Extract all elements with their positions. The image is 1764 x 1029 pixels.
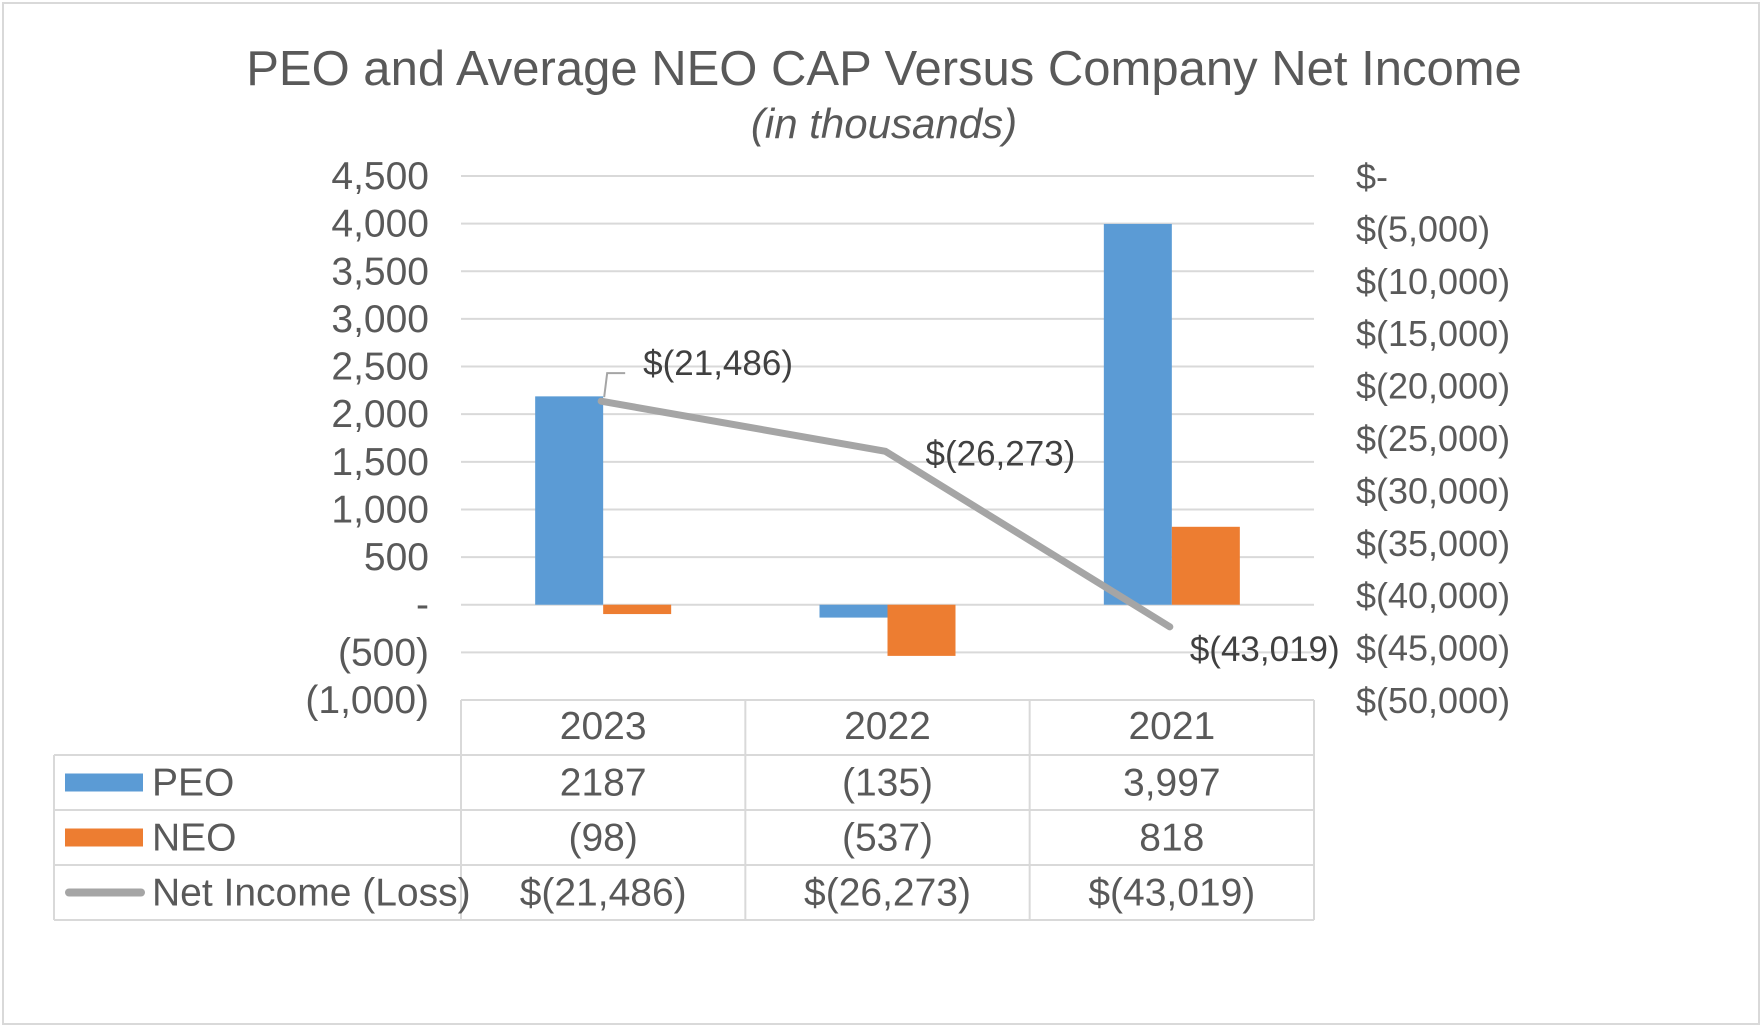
right-axis-tick-label: $(45,000) — [1356, 628, 1510, 669]
peo-bar-2022 — [819, 604, 888, 618]
bar-series — [535, 223, 1240, 656]
right-axis-tick-label: $(20,000) — [1356, 366, 1510, 407]
neo-bar-2022 — [887, 604, 956, 656]
left-axis-tick-label: - — [416, 584, 429, 627]
neo-legend-key — [65, 828, 143, 847]
net-income-loss-legend-label: Net Income (Loss) — [152, 872, 471, 915]
data-table: 2023 2022 2021 PEO 2187 (135) 3,997 NEO (98) (537… — [53, 699, 1315, 921]
peo-bar-2021 — [1103, 223, 1172, 605]
right-axis-tick-label: $(35,000) — [1356, 523, 1510, 564]
peo-table-value-2022: (135) — [842, 762, 933, 805]
net-income-line-series: $(21,486) $(26,273) $(43,019) — [597, 344, 1340, 669]
left-axis-tick-label: 4,500 — [331, 155, 429, 198]
left-axis-tick-label: 1,500 — [331, 441, 429, 484]
right-axis-tick-label: $(40,000) — [1356, 575, 1510, 616]
peo-table-value-2023: 2187 — [560, 762, 647, 805]
chart-title: PEO and Average NEO CAP Versus Company N… — [246, 42, 1522, 96]
right-axis-tick-label: $- — [1356, 156, 1388, 197]
net-income-data-label-2021: $(43,019) — [1190, 630, 1340, 669]
left-axis-tick-label: 3,000 — [331, 298, 429, 341]
left-axis-tick-label: 4,000 — [331, 203, 429, 246]
right-axis-tick-label: $(30,000) — [1356, 470, 1510, 511]
right-axis-tick-label: $(50,000) — [1356, 680, 1510, 721]
neo-table-value-2022: (537) — [842, 817, 933, 860]
left-axis-tick-label: 1,000 — [331, 488, 429, 531]
left-axis-tick-label: 2,500 — [331, 346, 429, 389]
left-axis-tick-label: 3,500 — [331, 250, 429, 293]
x-axis-category-label: 2022 — [844, 705, 931, 748]
left-axis-tick-label: (1,000) — [305, 679, 429, 722]
x-axis-category-label: 2021 — [1128, 705, 1215, 748]
right-axis-tick-label: $(5,000) — [1356, 208, 1490, 249]
peo-table-value-2021: 3,997 — [1123, 762, 1221, 805]
net-income-data-label-2023: $(21,486) — [643, 344, 793, 383]
net-income-loss-table-value-2022: $(26,273) — [804, 872, 971, 915]
left-axis-tick-label: 500 — [364, 536, 429, 579]
peo-bar-2023 — [535, 396, 604, 605]
chart-svg: PEO and Average NEO CAP Versus Company N… — [53, 42, 1522, 921]
neo-bar-2021 — [1171, 526, 1240, 605]
left-axis-tick-label: (500) — [338, 631, 429, 674]
net-income-line — [597, 397, 1174, 631]
net-income-loss-table-value-2021: $(43,019) — [1088, 872, 1255, 915]
chart-subtitle: (in thousands) — [751, 100, 1017, 147]
left-axis-tick-label: 2,000 — [331, 393, 429, 436]
net-income-data-label-2022: $(26,273) — [926, 434, 1076, 473]
right-axis-ticks: $- $(5,000) $(10,000) $(15,000) $(20,000) $(2… — [1356, 156, 1510, 721]
neo-legend-label: NEO — [152, 817, 237, 860]
right-axis-tick-label: $(25,000) — [1356, 418, 1510, 459]
neo-bar-2023 — [603, 604, 672, 615]
x-axis-category-label: 2023 — [560, 705, 647, 748]
peo-legend-key — [65, 773, 143, 792]
data-label-leader-line — [603, 372, 626, 398]
neo-table-value-2021: 818 — [1139, 817, 1204, 860]
right-axis-tick-label: $(15,000) — [1356, 313, 1510, 354]
neo-table-value-2023: (98) — [568, 817, 637, 860]
right-axis-tick-label: $(10,000) — [1356, 261, 1510, 302]
net-income-loss-table-value-2023: $(21,486) — [520, 872, 687, 915]
peo-legend-label: PEO — [152, 762, 234, 805]
